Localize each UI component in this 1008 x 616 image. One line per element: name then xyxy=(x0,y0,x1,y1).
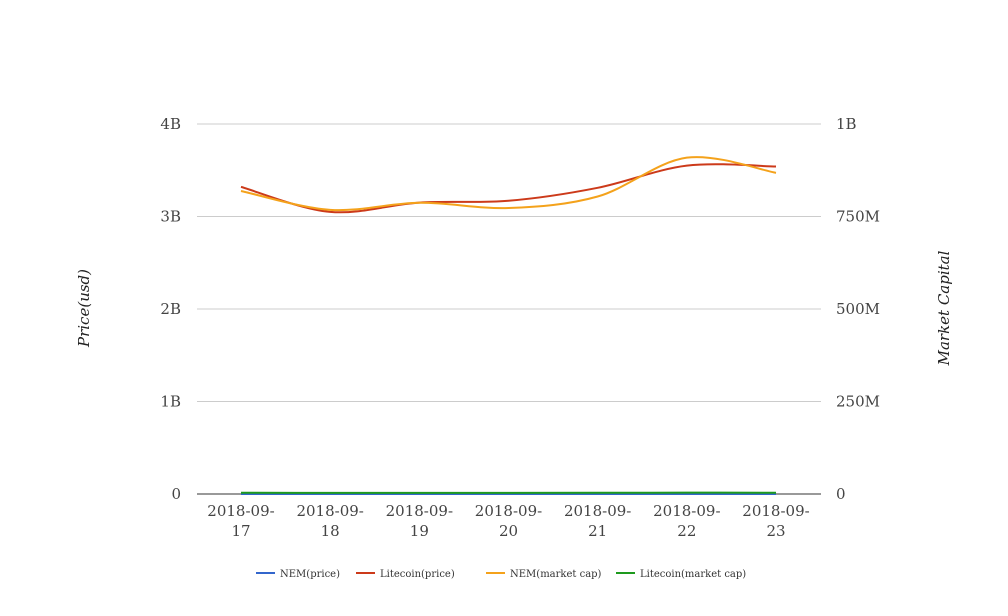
gridlines xyxy=(197,123,821,495)
x-tick-label: 2018-09-20 xyxy=(475,502,542,540)
series-lines xyxy=(240,156,777,496)
y-left-tick-label: 1B xyxy=(160,393,181,411)
legend-item[interactable]: Litecoin(market cap) xyxy=(616,569,746,580)
y-left-tick-label: 3B xyxy=(160,208,181,226)
x-tick-label: 2018-09-18 xyxy=(296,502,363,540)
legend: NEM(price) Litecoin(price) NEM(market cap)… xyxy=(256,569,746,580)
x-tick-label: 2018-09-22 xyxy=(653,502,720,540)
y-left-tick-label: 2B xyxy=(160,300,181,318)
legend-label: NEM(market cap) xyxy=(510,569,602,580)
y-right-tick-label: 750M xyxy=(836,208,880,226)
x-tick-label: 2018-09-21 xyxy=(564,502,631,540)
x-tick-labels: 2018-09-17 2018-09-18 2018-09-19 2018-09-20… xyxy=(207,502,809,540)
x-tick-label: 2018-09-23 xyxy=(742,502,809,540)
series-line-litecoin-price xyxy=(240,163,777,214)
y-right-tick-label: 250M xyxy=(836,393,880,411)
y-right-tick-label: 500M xyxy=(836,300,880,318)
x-tick-label: 2018-09-17 xyxy=(207,502,274,540)
legend-item[interactable]: NEM(market cap) xyxy=(486,569,602,580)
y-left-tick-label: 0 xyxy=(171,485,181,503)
x-tick-label: 2018-09-19 xyxy=(386,502,453,540)
legend-item[interactable]: Litecoin(price) xyxy=(356,569,455,580)
series-line-nem-market-cap xyxy=(240,156,777,212)
legend-item[interactable]: NEM(price) xyxy=(256,569,340,580)
y-left-tick-label: 4B xyxy=(160,115,181,133)
y-right-tick-label: 1B xyxy=(836,115,857,133)
y-right-tick-labels: 0 250M 500M 750M 1B xyxy=(836,115,880,503)
y-right-tick-label: 0 xyxy=(836,485,846,503)
legend-label: Litecoin(price) xyxy=(380,569,455,580)
y-left-tick-labels: 0 1B 2B 3B 4B xyxy=(160,115,181,503)
legend-label: Litecoin(market cap) xyxy=(640,569,746,580)
legend-label: NEM(price) xyxy=(280,569,340,580)
y-left-axis-title: Price(usd) xyxy=(75,269,93,348)
y-right-axis-title: Market Capital xyxy=(935,250,953,366)
